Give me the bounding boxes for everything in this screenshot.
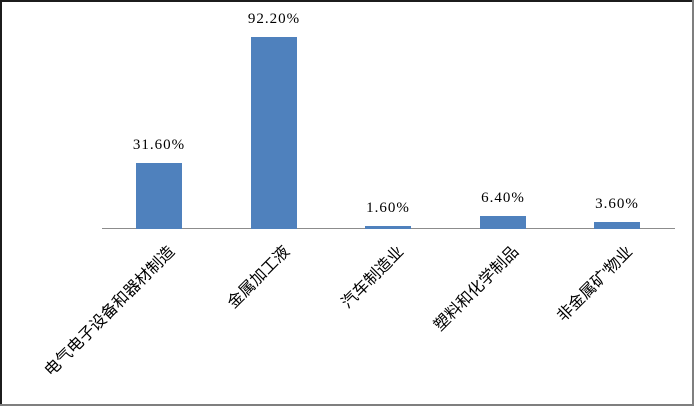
bar — [480, 216, 526, 229]
data-label: 31.60% — [132, 137, 186, 153]
data-label: 1.60% — [366, 200, 410, 216]
frame-border-left — [0, 0, 2, 406]
bar — [251, 37, 297, 229]
bar — [594, 222, 640, 229]
data-label: 6.40% — [481, 190, 525, 206]
category-label: 汽车制造业 — [338, 243, 408, 312]
category-label: 非金属矿'物业 — [554, 243, 637, 326]
bar — [365, 226, 411, 229]
data-label: 92.20% — [247, 11, 301, 27]
category-label: 金属加工液 — [224, 243, 294, 312]
frame-border-bottom — [0, 404, 694, 406]
frame-border-right — [692, 0, 694, 406]
bar — [136, 163, 182, 229]
category-label: 塑料和化学制品 — [431, 243, 523, 335]
frame-border-top — [0, 0, 694, 2]
category-label: 电气电子设备和器材制造 — [41, 243, 179, 380]
data-label: 3.60% — [595, 196, 639, 212]
